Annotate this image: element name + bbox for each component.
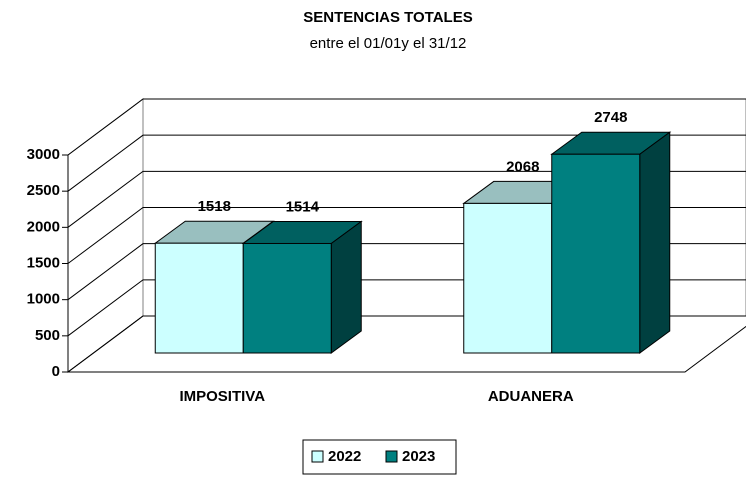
bar-side bbox=[639, 131, 671, 354]
y-tick-label: 0 bbox=[52, 363, 60, 380]
legend-swatch bbox=[311, 450, 324, 463]
value-label: 1514 bbox=[286, 198, 320, 215]
legend-box bbox=[302, 439, 457, 475]
bar bbox=[551, 153, 641, 354]
y-tick-label: 3000 bbox=[27, 146, 60, 163]
value-label: 2068 bbox=[506, 158, 539, 175]
bar bbox=[463, 202, 553, 354]
x-tick-label: IMPOSITIVA bbox=[179, 388, 265, 405]
grid-line bbox=[67, 98, 746, 156]
y-tick-label: 2000 bbox=[27, 218, 60, 235]
chart-subtitle: entre el 01/01y el 31/12 bbox=[310, 35, 467, 52]
bar bbox=[242, 242, 332, 354]
y-tick-label: 1000 bbox=[27, 291, 60, 308]
grid-line bbox=[67, 170, 746, 228]
y-tick-label: 1500 bbox=[27, 254, 60, 271]
value-label: 2748 bbox=[594, 109, 627, 126]
bar bbox=[154, 242, 244, 354]
y-tick-label: 500 bbox=[35, 327, 60, 344]
legend-label: 2023 bbox=[402, 448, 435, 465]
legend-swatch bbox=[385, 450, 398, 463]
legend-label: 2022 bbox=[328, 448, 361, 465]
value-label: 1518 bbox=[198, 198, 231, 215]
y-tick-label: 2500 bbox=[27, 182, 60, 199]
bar-side bbox=[330, 220, 362, 354]
chart-title: SENTENCIAS TOTALES bbox=[303, 9, 472, 26]
grid-line bbox=[67, 134, 746, 192]
x-tick-label: ADUANERA bbox=[488, 388, 574, 405]
